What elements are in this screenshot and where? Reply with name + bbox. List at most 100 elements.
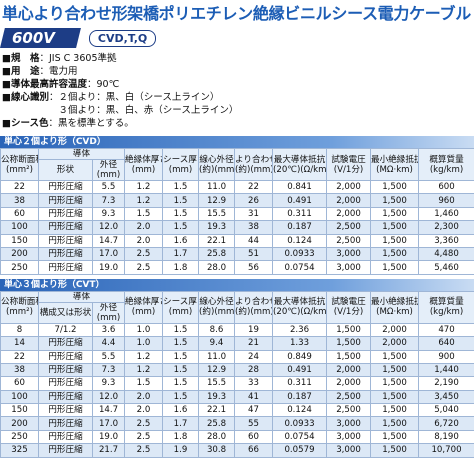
cell: 2,000	[370, 336, 420, 351]
cell: 円形圧縮	[38, 220, 93, 235]
cell: 100	[0, 389, 39, 405]
cell: 円形圧縮	[38, 349, 93, 364]
cell: 2,190	[418, 376, 474, 391]
data-row: 250 円形圧縮 19.0 2.5 1.8 28.0 56 0.0754 3,000 1,500 5…	[0, 260, 474, 275]
column-header: 線心外径 (約)(mm)	[198, 148, 236, 181]
cell: 1,500	[370, 260, 420, 275]
cell: 25.8	[198, 246, 236, 262]
column-name: 公称断面積	[1, 154, 38, 165]
cell: 1,500	[370, 443, 420, 458]
column-unit: (MΩ·km)	[376, 164, 413, 175]
cell: 1,500	[370, 376, 420, 391]
column-name: 外径	[99, 160, 118, 171]
cell: 60	[0, 206, 39, 222]
column-unit: (V/1分)	[333, 307, 364, 318]
cell: 2,500	[326, 233, 372, 248]
spec-value: 電力用	[49, 65, 78, 78]
column-header: 公称断面積(mm²)	[0, 290, 39, 324]
column-name: 最小絶縁抵抗	[371, 154, 419, 165]
column-header: 最大導体抵抗 (20℃)(Ω/km)	[272, 290, 328, 324]
cell: 325	[0, 443, 39, 458]
column-unit: (mm)	[96, 312, 121, 323]
column-header: 外径 (mm)	[91, 159, 126, 181]
spec-item: ■シース色黒を標準とする。	[2, 117, 474, 130]
cell: 19.3	[198, 389, 236, 405]
column-header: シース厚さ(mm)	[162, 290, 200, 324]
cell: 22	[234, 179, 274, 195]
column-header: 導体	[37, 148, 126, 160]
cell: 0.0754	[272, 260, 328, 275]
spec-value: JIS C 3605準拠	[49, 52, 116, 65]
cell: 1.2	[124, 362, 164, 378]
column-unit: (mm)	[96, 170, 121, 180]
cell: 2,000	[326, 362, 372, 378]
cell: 24	[234, 349, 274, 364]
cell: 1.7	[162, 416, 200, 431]
spec-line: ３個より：黒、白、赤（シース上ライン）	[58, 105, 239, 116]
cell: 10,700	[418, 443, 474, 458]
cell: 2.0	[124, 389, 164, 405]
data-row: 325 円形圧縮 21.7 2.5 1.9 30.8 66 0.0579 3,000 1,500 1…	[0, 443, 474, 458]
cell: 1,500	[370, 246, 420, 262]
cell: 円形圧縮	[38, 416, 93, 431]
specs: ■規 格JIS C 3605準拠■用 途電力用■導体最高許容温度90℃■線心識別…	[0, 49, 474, 136]
cell: 0.0933	[272, 416, 328, 431]
column-header: シース厚さ(mm)	[162, 148, 200, 181]
cell: 8,190	[418, 429, 474, 445]
cell: 2,000	[326, 376, 372, 391]
cell: 2,500	[326, 389, 372, 405]
column-name: シース厚さ	[163, 297, 198, 308]
cell: 1.5	[124, 376, 164, 391]
cell: 1.2	[124, 193, 164, 208]
data-row: 22 円形圧縮 5.5 1.2 1.5 11.0 24 0.849 1,500 1,500 900	[0, 349, 474, 364]
cell: 0.187	[272, 389, 328, 405]
column-header: 絶縁体厚さ(mm)	[124, 148, 164, 181]
cell: 28.0	[198, 429, 236, 445]
cell: 31	[234, 206, 274, 222]
cell: 1.5	[162, 349, 200, 364]
cell: 1.0	[124, 322, 164, 338]
column-header: 導体	[37, 290, 126, 303]
cell: 38	[0, 193, 39, 208]
cell: 11.0	[198, 179, 236, 195]
cell: 1.5	[162, 206, 200, 222]
cell: 1,500	[370, 349, 420, 364]
cell: 22	[0, 349, 39, 364]
cell: 0.0579	[272, 443, 328, 458]
cell: 円形圧縮	[38, 389, 93, 405]
cell: 1,500	[370, 179, 420, 195]
column-header: 試験電圧 (V/1分)	[326, 148, 372, 181]
cell: 14.7	[91, 403, 126, 418]
column-name: より合わせ外径	[235, 297, 272, 308]
column-unit: (kg/km)	[429, 164, 464, 175]
cell: 円形圧縮	[38, 246, 93, 262]
table-head: 公称断面積(mm²)導体絶縁体厚さ(mm)シース厚さ(mm)線心外径(約)(mm…	[0, 290, 474, 324]
cell: 1,500	[370, 220, 420, 235]
cell: 1.2	[124, 349, 164, 364]
cell: 250	[0, 429, 39, 445]
spec-label: ■用 途	[2, 65, 49, 78]
cell: 5,460	[418, 260, 474, 275]
column-name: 試験電圧	[331, 297, 366, 308]
cell: 960	[418, 193, 474, 208]
cell: 1,500	[326, 336, 372, 351]
cell: 60	[234, 429, 274, 445]
voltage-badge: 600V	[0, 28, 81, 48]
cell: 3,000	[326, 260, 372, 275]
column-unit: (mm²)	[6, 164, 33, 175]
spec-value: 90℃	[97, 78, 120, 91]
data-row: 8 7/1.2 3.6 1.0 1.5 8.6 19 2.36 1,500 2,000 470	[0, 322, 474, 338]
cell: 1,500	[370, 416, 420, 431]
cell: 1.2	[124, 179, 164, 195]
column-header: 試験電圧 (V/1分)	[326, 290, 372, 324]
cell: 600	[418, 179, 474, 195]
column-unit: (20℃)(Ω/km)	[273, 164, 327, 175]
cell: 470	[418, 322, 474, 338]
spec-item: ■規 格JIS C 3605準拠	[2, 52, 474, 65]
cell: 円形圧縮	[38, 403, 93, 418]
cell: 1.5	[162, 376, 200, 391]
cell: 2.0	[124, 403, 164, 418]
cell: 55	[234, 416, 274, 431]
cell: 150	[0, 233, 39, 248]
data-row: 60 円形圧縮 9.3 1.5 1.5 15.5 33 0.311 2,000 1,500 2,19…	[0, 376, 474, 391]
